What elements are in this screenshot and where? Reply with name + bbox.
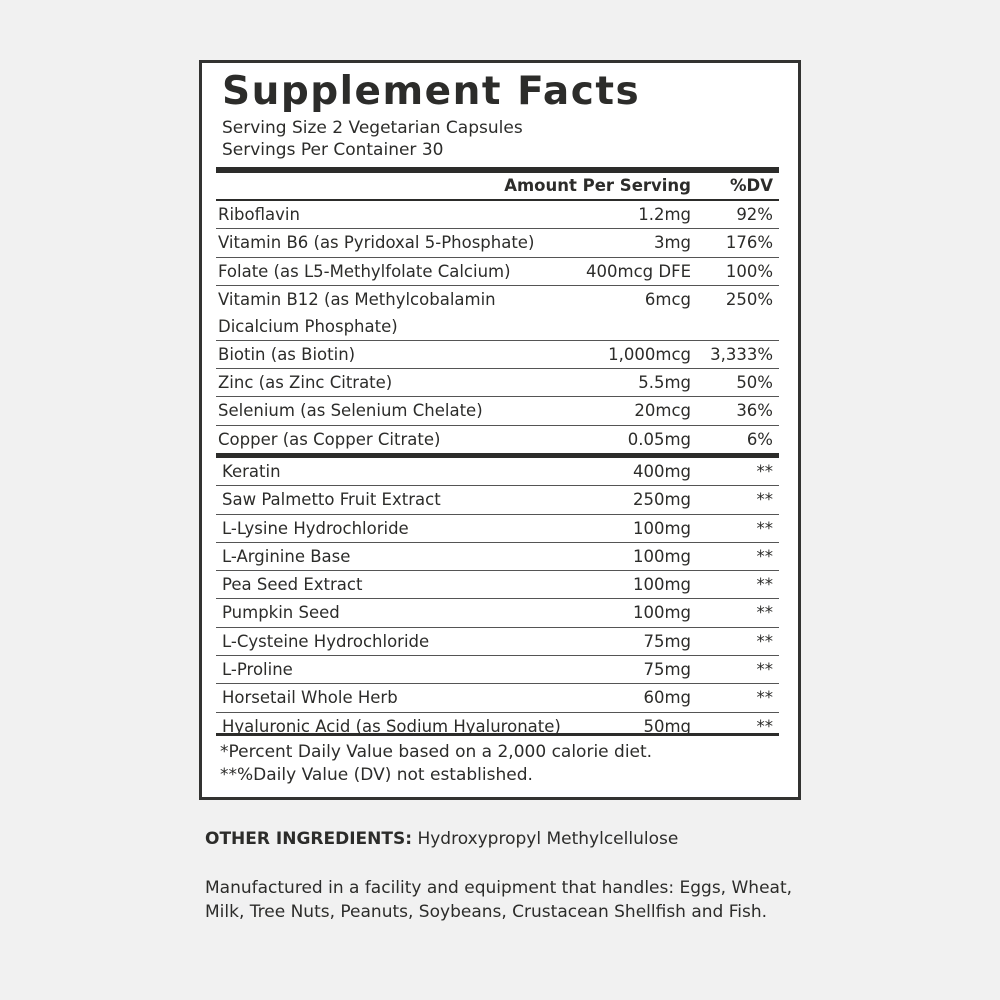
ingredient-name: Saw Palmetto Fruit Extract [222,490,441,510]
ingredient-dv: 36% [736,401,773,421]
other-ingredients: OTHER INGREDIENTS: Hydroxypropyl Methylc… [205,827,805,851]
table-row: L-Cysteine Hydrochloride 75mg ** [216,628,779,657]
table-row: Riboflavin 1.2mg 92% [216,201,779,230]
ingredient-dv: ** [756,688,774,708]
ingredient-name: L-Lysine Hydrochloride [222,518,409,538]
ingredient-dv: ** [756,603,774,623]
ingredient-dv: 176% [725,233,773,253]
ingredient-name: Keratin [222,462,281,481]
table-row: Horsetail Whole Herb 60mg ** [216,684,779,713]
ingredient-amount: 100mg [632,546,691,566]
footnote-not-established: **%Daily Value (DV) not established. [220,765,533,785]
ingredient-name: Hyaluronic Acid (as Sodium Hyaluronate) [222,716,561,736]
ingredient-amount: 75mg [643,660,691,680]
thick-divider [216,453,779,458]
table-row: Hyaluronic Acid (as Sodium Hyaluronate) 5… [216,713,779,740]
ingredient-dv: 100% [725,261,773,281]
ingredient-name: L-Arginine Base [222,546,351,566]
ingredient-dv: 250% [725,289,773,309]
supplement-facts-panel: Supplement Facts Serving Size 2 Vegetari… [199,60,801,800]
ingredient-name: Horsetail Whole Herb [222,688,398,708]
table-row: L-Lysine Hydrochloride 100mg ** [216,515,779,543]
ingredient-amount: 1,000mcg [608,344,691,364]
other-ingredients-list: Keratin 400mg ** Saw Palmetto Fruit Extract… [216,458,779,740]
servings-per-container: Servings Per Container 30 [222,140,444,160]
ingredient-dv: ** [756,575,774,595]
ingredient-amount: 20mcg [634,401,691,421]
table-row: Zinc (as Zinc Citrate) 5.5mg 50% [216,369,779,398]
ingredient-dv: ** [756,518,774,538]
divider [216,199,779,201]
ingredient-amount: 5.5mg [638,373,691,393]
ingredient-dv: ** [756,716,774,736]
table-row: Vitamin B6 (as Pyridoxal 5-Phosphate) 3mg… [216,229,779,258]
amount-header: Amount Per Serving [504,176,691,195]
ingredient-dv: ** [756,490,774,510]
ingredient-name: Pumpkin Seed [222,603,340,623]
dv-header: %DV [730,176,773,195]
table-row: Pea Seed Extract 100mg ** [216,571,779,600]
table-row: Selenium (as Selenium Chelate) 20mcg 36% [216,397,779,426]
panel-title: Supplement Facts [222,69,641,114]
ingredient-dv: 6% [746,429,773,449]
allergen-statement: Manufactured in a facility and equipment… [205,878,793,922]
column-header: Amount Per Serving %DV [216,176,779,198]
vitamins-list: Riboflavin 1.2mg 92% Vitamin B6 (as Pyridox… [216,201,779,453]
table-row: Keratin 400mg ** [216,458,779,487]
ingredient-name: Biotin (as Biotin) [218,344,356,364]
ingredient-name: Zinc (as Zinc Citrate) [218,373,393,393]
ingredient-name: Riboflavin [218,205,300,224]
ingredient-amount: 100mg [632,518,691,538]
ingredient-name: Vitamin B12 (as Methylcobalamin Dicalciu… [218,289,496,336]
ingredient-dv: ** [756,631,774,651]
table-row: Folate (as L5-Methylfolate Calcium) 400mc… [216,258,779,286]
ingredient-amount: 400mcg DFE [586,261,691,281]
ingredient-amount: 3mg [653,233,691,253]
ingredient-amount: 50mg [643,716,691,736]
ingredient-name: Pea Seed Extract [222,575,363,595]
thick-divider [216,167,779,173]
ingredient-amount: 100mg [632,575,691,595]
table-row: Vitamin B12 (as Methylcobalamin Dicalciu… [216,286,779,341]
ingredient-dv: 92% [736,205,773,224]
ingredient-name: Copper (as Copper Citrate) [218,429,441,449]
other-ingredients-value: Hydroxypropyl Methylcellulose [417,829,679,849]
table-row: L-Proline 75mg ** [216,656,779,685]
ingredient-amount: 75mg [643,631,691,651]
table-row: Saw Palmetto Fruit Extract 250mg ** [216,486,779,515]
ingredient-amount: 250mg [632,490,691,510]
ingredient-amount: 0.05mg [627,429,691,449]
table-row: Copper (as Copper Citrate) 0.05mg 6% [216,426,779,453]
ingredient-dv: 50% [736,373,773,393]
ingredient-amount: 6mcg [644,289,691,309]
ingredient-name: Selenium (as Selenium Chelate) [218,401,483,421]
footnote-dv: *Percent Daily Value based on a 2,000 ca… [220,742,653,762]
ingredient-name: Folate (as L5-Methylfolate Calcium) [218,261,511,281]
ingredient-dv: 3,333% [710,344,773,364]
divider [216,733,779,736]
ingredient-name: L-Cysteine Hydrochloride [222,631,430,651]
ingredient-amount: 1.2mg [638,205,691,224]
ingredient-amount: 100mg [632,603,691,623]
ingredient-amount: 60mg [643,688,691,708]
table-row: L-Arginine Base 100mg ** [216,543,779,572]
table-row: Pumpkin Seed 100mg ** [216,599,779,628]
other-ingredients-label: OTHER INGREDIENTS: [205,829,413,849]
ingredient-dv: ** [756,660,774,680]
table-row: Biotin (as Biotin) 1,000mcg 3,333% [216,341,779,370]
ingredient-name: L-Proline [222,660,293,680]
ingredient-dv: ** [756,546,774,566]
ingredient-dv: ** [756,462,774,481]
ingredient-amount: 400mg [632,462,691,481]
serving-size: Serving Size 2 Vegetarian Capsules [222,118,523,138]
ingredient-name: Vitamin B6 (as Pyridoxal 5-Phosphate) [218,233,535,253]
